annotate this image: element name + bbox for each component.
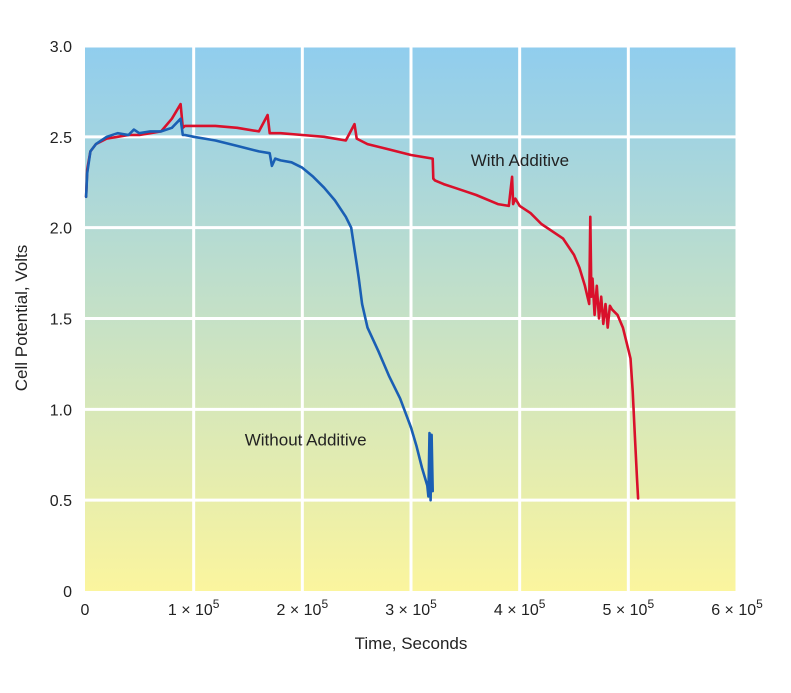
x-tick-label: 2 × 105 xyxy=(277,597,329,619)
y-tick-label: 2.5 xyxy=(50,130,72,147)
series-line-with-additive xyxy=(84,102,640,500)
series-line-without-additive xyxy=(84,117,435,502)
x-tick-label: 6 × 105 xyxy=(711,597,763,619)
x-tick-label: 1 × 105 xyxy=(168,597,220,619)
y-tick-label: 0 xyxy=(63,584,72,601)
annotation-with-additive: With Additive xyxy=(471,151,569,170)
y-tick-label: 1.0 xyxy=(50,402,72,419)
y-axis-label: Cell Potential, Volts xyxy=(12,245,31,391)
x-tick-label: 4 × 105 xyxy=(494,597,546,619)
x-tick-label: 3 × 105 xyxy=(385,597,437,619)
y-tick-label: 2.0 xyxy=(50,221,72,238)
x-tick-label: 0 xyxy=(81,602,90,619)
x-axis-label: Time, Seconds xyxy=(355,634,468,653)
annotation-without-additive: Without Additive xyxy=(245,431,367,450)
y-tick-label: 0.5 xyxy=(50,493,72,510)
y-tick-label: 3.0 xyxy=(50,39,72,56)
y-tick-label: 1.5 xyxy=(50,312,72,329)
x-tick-label: 5 × 105 xyxy=(603,597,655,619)
